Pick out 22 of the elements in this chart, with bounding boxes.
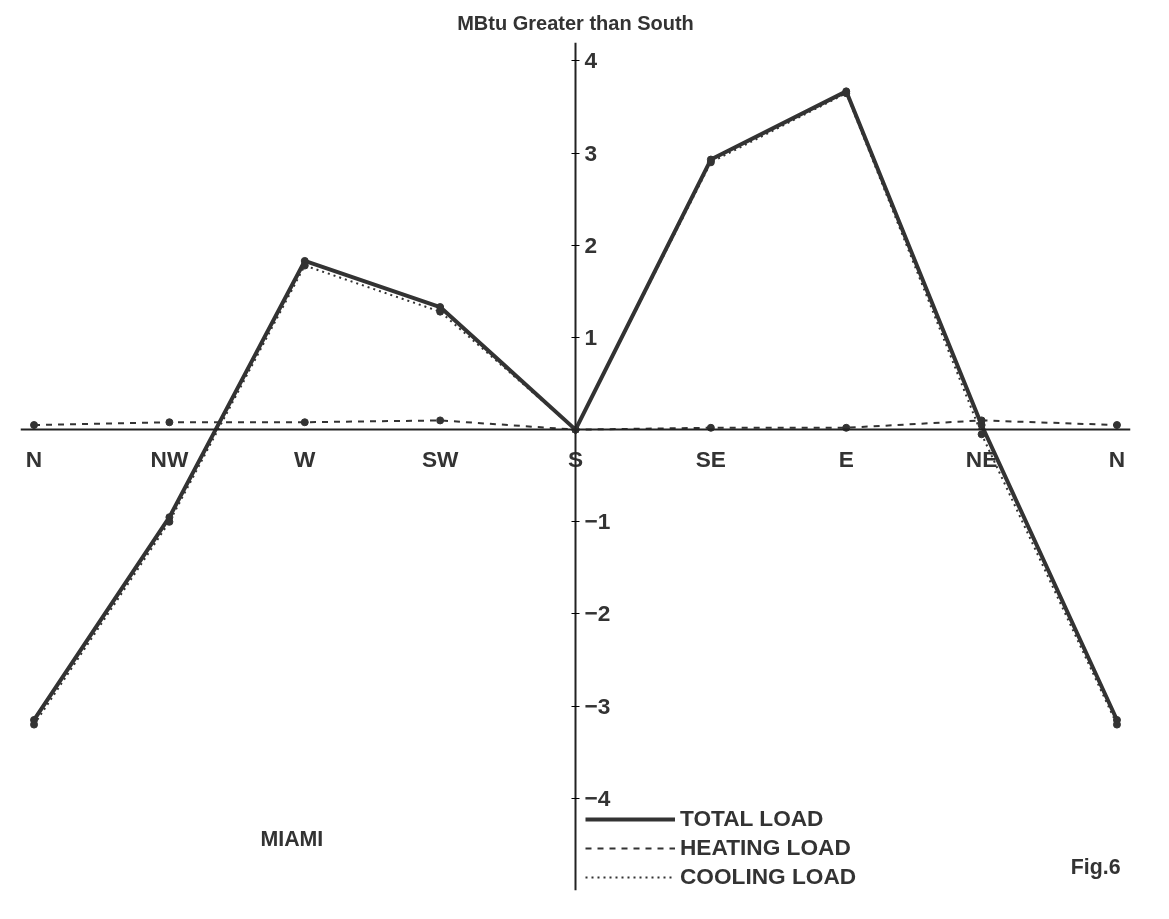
y-tick-label: −2 [584,600,611,627]
x-tick-label: E [838,445,854,472]
x-tick-label: W [294,445,317,472]
y-tick-label: 2 [584,231,598,258]
y-tick-label: −3 [584,692,611,719]
x-tick-label: NW [150,445,189,472]
y-tick-label: −1 [584,508,611,535]
annotation: Fig.6 [1070,854,1121,879]
y-tick-label: 1 [584,323,598,350]
x-tick-label: SE [695,445,726,472]
legend-label: TOTAL LOAD [680,805,824,832]
y-axis-title: MBtu Greater than South [457,11,694,34]
x-tick-label: NE [965,445,998,472]
y-tick-label: −4 [584,784,611,811]
y-tick-label: 4 [584,47,598,74]
x-tick-label: N [1108,445,1126,472]
legend-label: HEATING LOAD [680,834,851,861]
legend-label: COOLING LOAD [680,863,857,890]
annotation: MIAMI [260,826,324,851]
y-tick-label: 3 [584,139,598,166]
x-tick-label: N [25,445,43,472]
x-tick-label: SW [421,445,459,472]
